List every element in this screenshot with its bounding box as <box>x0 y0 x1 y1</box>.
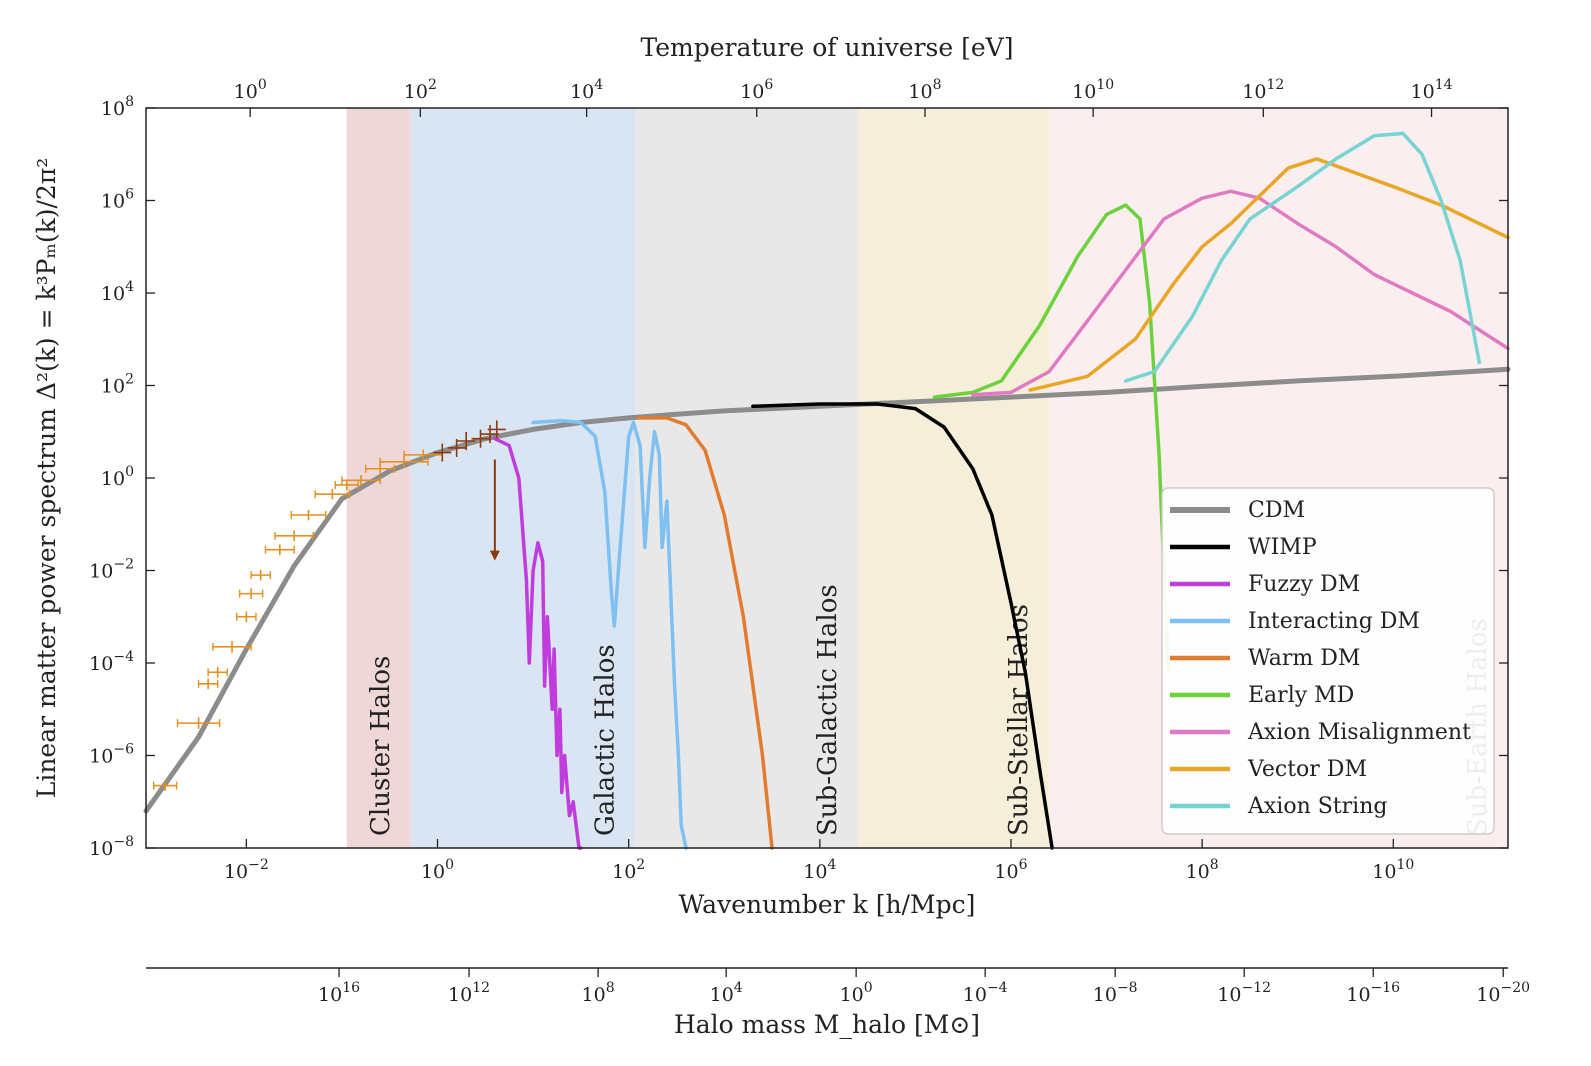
y-tick-label: 10−2 <box>89 557 134 583</box>
halo-tick-label: 100 <box>840 980 873 1006</box>
data-point-3 <box>207 666 228 678</box>
dark-data-point-5 <box>487 420 506 439</box>
legend-label: Axion Misalignment <box>1247 720 1471 745</box>
top-axis-label: Temperature of universe [eV] <box>641 33 1014 62</box>
series-axion-string <box>1123 131 1482 383</box>
halo-tick-label: 1012 <box>448 980 490 1006</box>
bottom-tick-label: 10−2 <box>224 857 269 883</box>
y-tick-label: 108 <box>101 94 134 120</box>
region-label-galactic-halos: Galactic Halos <box>590 644 620 836</box>
dark-data-point-0 <box>433 443 452 462</box>
y-tick-label: 10−6 <box>89 742 134 768</box>
bottom-tick-label: 108 <box>1186 857 1219 883</box>
y-tick-label: 10−8 <box>89 834 134 860</box>
data-point-11 <box>314 488 351 500</box>
series-axion-misalignment <box>971 189 1510 397</box>
data-point-0 <box>152 780 178 791</box>
y-axis-label: Linear matter power spectrum Δ²(k) = k³P… <box>32 158 61 799</box>
legend-label: Early MD <box>1248 683 1354 708</box>
legend-item-warm-dm: Warm DM <box>1170 646 1360 671</box>
series-vector-dm <box>1028 157 1510 392</box>
region-label-sub-galactic-halos: Sub-Galactic Halos <box>813 584 843 836</box>
legend-label: CDM <box>1248 498 1305 523</box>
data-point-5 <box>236 611 257 623</box>
data-point-8 <box>264 544 295 555</box>
halo-tick-label: 10−4 <box>963 980 1008 1006</box>
series-wimp <box>751 402 1054 850</box>
series-fuzzy-dm <box>493 436 583 850</box>
upper-limit-arrow <box>489 550 500 561</box>
series-interacting-dm <box>531 418 688 850</box>
dark-data-point-2 <box>457 432 476 450</box>
power-spectrum-series <box>143 131 1511 850</box>
legend: CDM WIMP Fuzzy DM Interacting DM Warm DM Earl… <box>1161 487 1495 835</box>
data-point-6 <box>238 588 264 599</box>
legend-label: Axion String <box>1247 794 1387 819</box>
legend-item-axion-misalignment: Axion Misalignment <box>1170 720 1471 745</box>
bottom-tick-label: 1010 <box>1372 857 1414 883</box>
legend-item-axion-string: Axion String <box>1170 794 1387 819</box>
halo-tick-label: 10−16 <box>1346 980 1400 1006</box>
y-tick-label: 102 <box>101 372 134 398</box>
y-tick-label: 100 <box>101 464 134 490</box>
data-point-2 <box>197 678 219 690</box>
legend-label: WIMP <box>1248 535 1317 560</box>
x-axis-label: Wavenumber k [h/Mpc] <box>679 890 976 919</box>
legend-item-fuzzy-dm: Fuzzy DM <box>1170 572 1360 597</box>
top-tick-label: 102 <box>404 77 437 103</box>
region-label-cluster-halos: Cluster Halos <box>366 656 396 836</box>
data-point-4 <box>212 641 252 653</box>
dark-data-point-1 <box>447 438 466 457</box>
data-point-7 <box>250 569 271 581</box>
data-point-9 <box>274 530 314 542</box>
halo-regions: Cluster Halos Galactic Halos Sub-Galactic … <box>346 108 1508 848</box>
halo-tick-label: 10−8 <box>1093 980 1138 1006</box>
top-tick-label: 1012 <box>1242 77 1284 103</box>
legend-label: Interacting DM <box>1248 609 1420 634</box>
top-tick-label: 1010 <box>1072 77 1114 103</box>
legend-label: Warm DM <box>1248 646 1360 671</box>
y-tick-label: 10−4 <box>89 649 134 675</box>
legend-label: Vector DM <box>1247 757 1367 782</box>
legend-item-wimp: WIMP <box>1170 535 1317 560</box>
halo-tick-label: 10−20 <box>1476 980 1530 1006</box>
top-tick-label: 1014 <box>1411 77 1453 103</box>
data-point-1 <box>176 717 221 729</box>
data-point-13 <box>341 475 381 486</box>
y-tick-label: 106 <box>101 187 134 213</box>
observational-data-points <box>152 420 506 791</box>
halo-tick-label: 10−12 <box>1217 980 1271 1006</box>
legend-item-early-md: Early MD <box>1170 683 1354 708</box>
region-sub-stellar-halos <box>858 108 1050 848</box>
region-sub-galactic-halos <box>635 108 859 848</box>
legend-label: Fuzzy DM <box>1248 572 1360 597</box>
halo-tick-label: 108 <box>582 980 615 1006</box>
top-tick-label: 106 <box>740 77 773 103</box>
axis-ticks: 10−2 100 102 104 106 108 1010 100 102 104 106 108 10… <box>89 77 1530 1006</box>
legend-item-vector-dm: Vector DM <box>1170 757 1367 782</box>
bottom-tick-label: 100 <box>421 857 454 883</box>
bottom-tick-label: 106 <box>994 857 1027 883</box>
data-point-10 <box>290 509 327 521</box>
top-tick-label: 100 <box>234 77 267 103</box>
series-warm-dm <box>636 416 774 850</box>
data-point-15 <box>379 456 429 468</box>
data-point-12 <box>334 479 359 491</box>
halo-tick-label: 1016 <box>318 980 360 1006</box>
y-tick-label: 104 <box>101 279 134 305</box>
legend-item-cdm: CDM <box>1170 498 1305 523</box>
bottom-tick-label: 102 <box>612 857 645 883</box>
series-early-md <box>932 203 1171 675</box>
legend-item-interacting-dm: Interacting DM <box>1170 609 1420 634</box>
top-tick-label: 104 <box>570 77 603 103</box>
halo-axis-label: Halo mass M_halo [M⊙] <box>674 1010 980 1039</box>
bottom-tick-label: 104 <box>803 857 836 883</box>
halo-tick-label: 104 <box>710 980 743 1006</box>
legend-box <box>1161 487 1495 835</box>
top-tick-label: 108 <box>908 77 941 103</box>
dark-data-point-3 <box>471 429 490 448</box>
region-galactic-halos <box>410 108 636 848</box>
